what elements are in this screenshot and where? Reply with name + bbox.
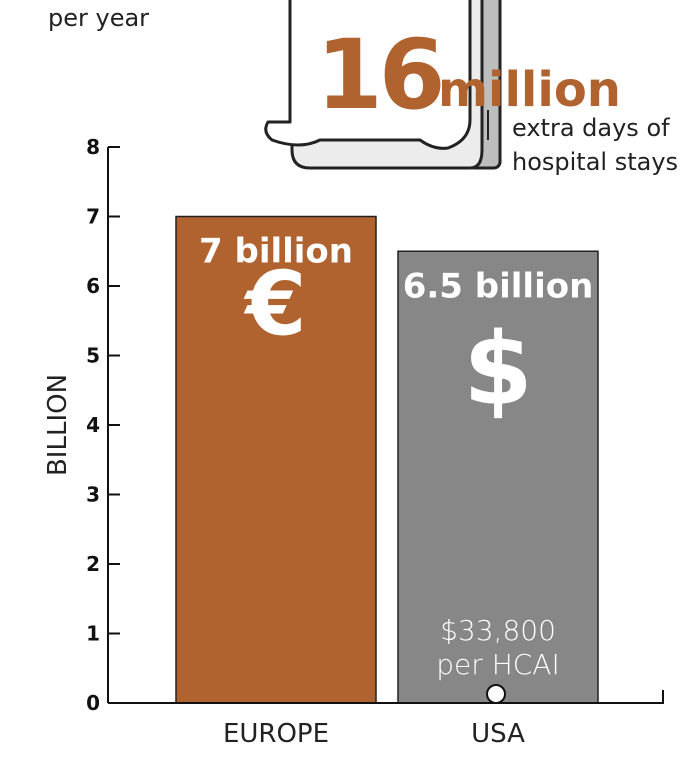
marker [486, 684, 506, 704]
y-tick-label: 4 [86, 413, 100, 437]
value-label: 7 billion [199, 232, 353, 272]
annotation: extra days of [512, 114, 670, 142]
annotation: per year [48, 4, 149, 32]
bar [175, 215, 377, 704]
bar [397, 250, 599, 704]
annotation: per HCAI [436, 648, 559, 681]
y-tick-label: 6 [86, 274, 100, 298]
y-tick-label: 2 [86, 552, 100, 576]
currency-symbol: € [243, 253, 306, 356]
value-label: 6.5 billion [403, 266, 594, 306]
annotation: hospital stays [512, 148, 678, 176]
y-tick-label: 5 [86, 344, 100, 368]
y-axis-label: BILLION [43, 374, 73, 476]
y-tick-label: 3 [86, 483, 100, 507]
y-tick-label: 1 [86, 622, 100, 646]
y-tick-label: 8 [86, 135, 100, 159]
x-axis [108, 690, 664, 704]
annotation: $33,800 [440, 614, 556, 647]
big-number: 16 [316, 19, 442, 131]
clipboard-icon [264, 0, 502, 170]
x-tick-label: USA [471, 719, 525, 749]
big-unit: million [438, 62, 621, 118]
x-tick-label: EUROPE [223, 719, 329, 749]
y-tick-label: 7 [86, 205, 100, 229]
currency-symbol: $ [463, 310, 533, 427]
y-tick-label: 0 [86, 691, 100, 715]
